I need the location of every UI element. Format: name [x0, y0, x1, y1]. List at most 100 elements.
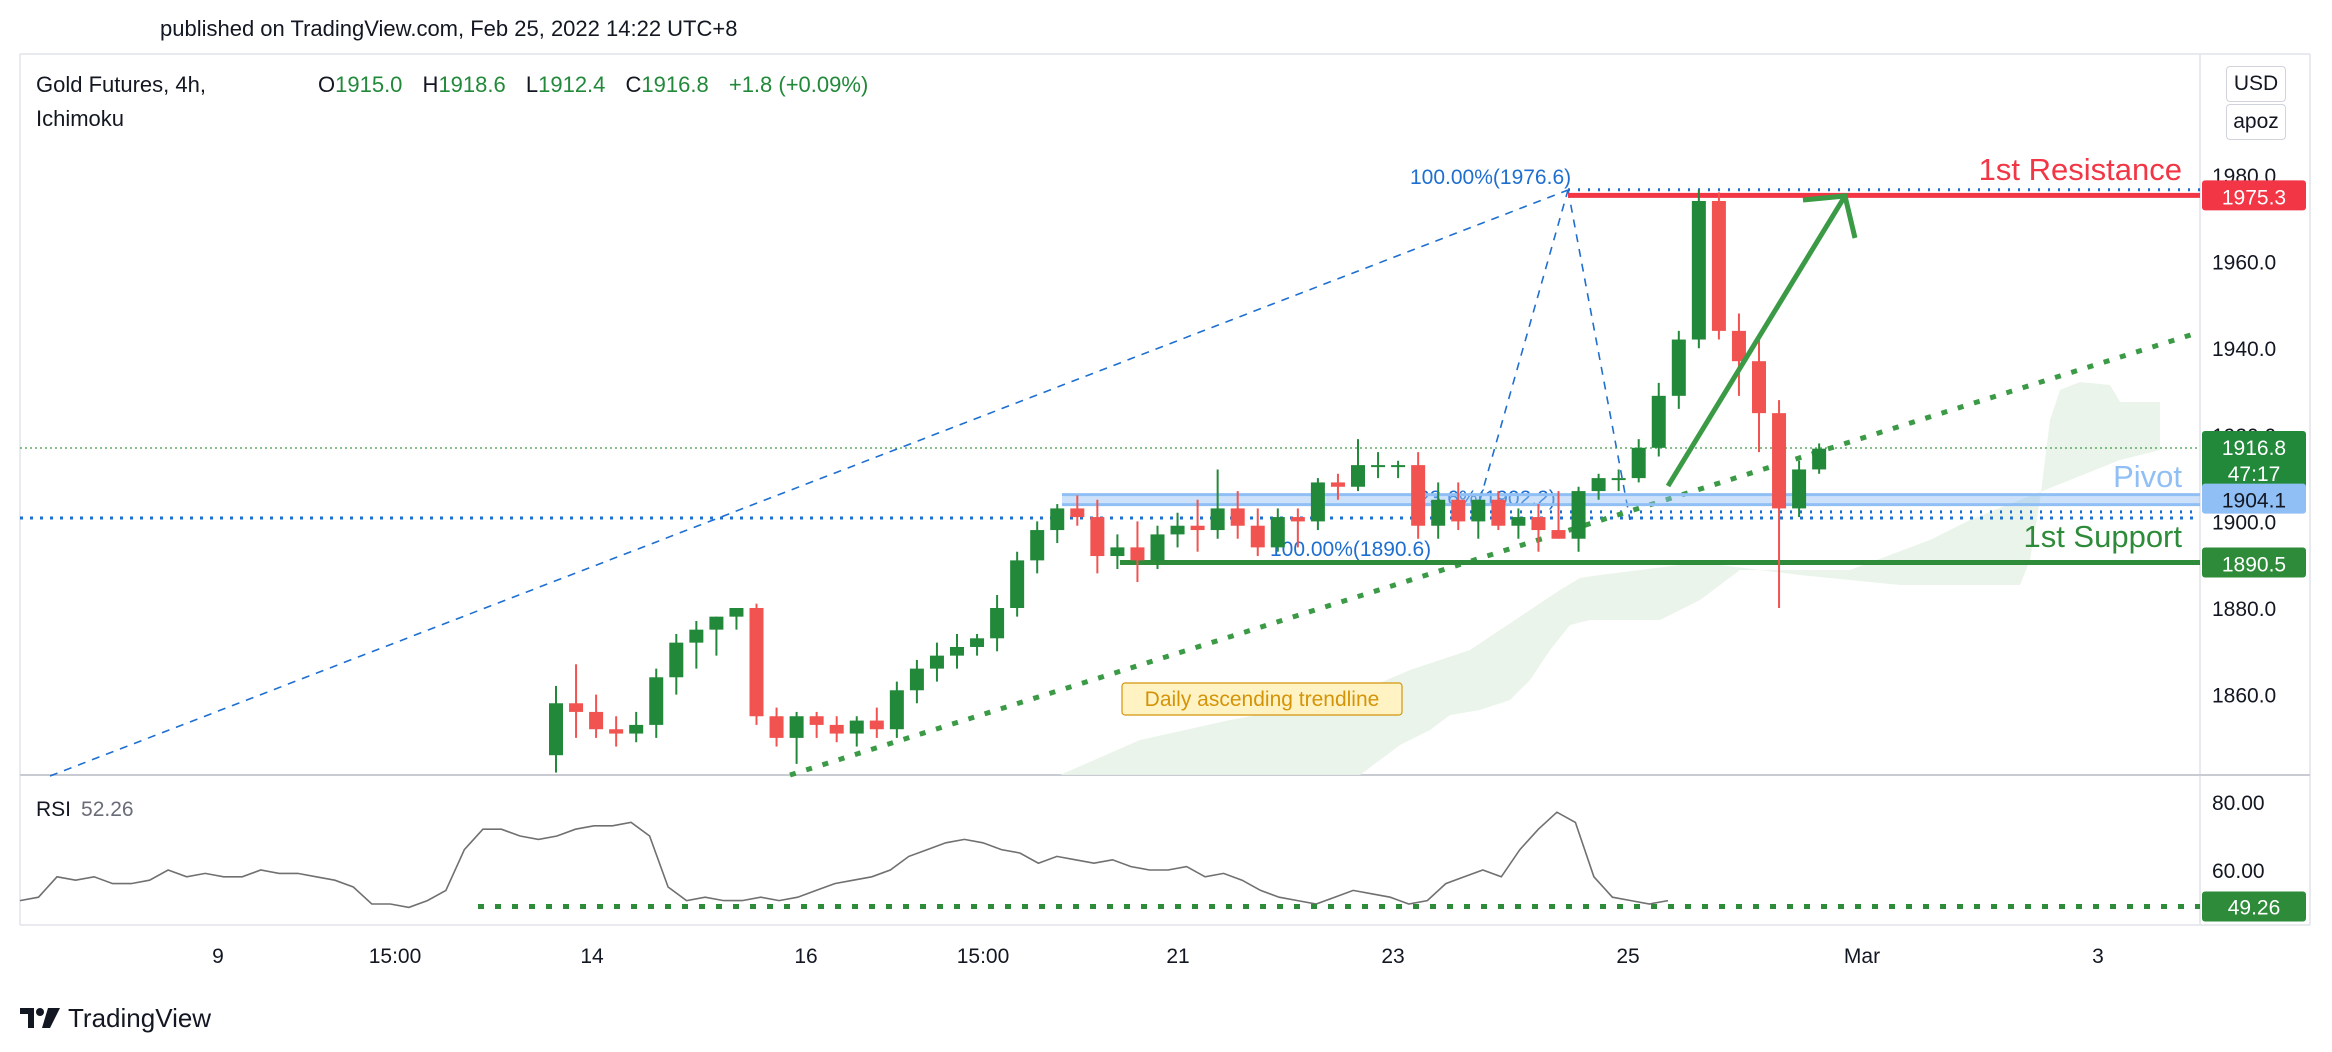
time-tick: 16 [794, 945, 817, 968]
price-tick: 1880.0 [2212, 598, 2276, 621]
annotation-text: Daily ascending trendline [1145, 688, 1380, 711]
rsi-pane: 80.00 60.00 49.26 [19, 792, 2306, 922]
candle-body [1190, 525, 1205, 531]
rsi-line [19, 811, 1669, 909]
candle-body [1310, 482, 1325, 522]
tradingview-brand[interactable]: TradingView [20, 1000, 211, 1036]
time-tick: 25 [1616, 945, 1639, 968]
tradingview-logo-icon [20, 1008, 60, 1028]
candle-body [689, 629, 704, 643]
candle-body [729, 608, 744, 617]
pivot-band [1062, 494, 2200, 505]
price-axis[interactable]: 1980.01960.01940.01920.01900.01880.01860… [2202, 165, 2306, 708]
close-label: C [625, 72, 642, 97]
candle-body [629, 724, 644, 734]
fib-diagonal [49, 189, 1569, 777]
time-tick: 3 [2092, 945, 2104, 968]
candle-body [1471, 499, 1486, 522]
level-lines [1062, 192, 2200, 566]
candle-body [849, 720, 864, 734]
candle-body [569, 703, 584, 712]
candle-body [1451, 499, 1466, 522]
published-note: published on TradingView.com, Feb 25, 20… [160, 16, 738, 41]
current-price-tag-bg [2202, 431, 2306, 489]
candle-body [1691, 200, 1706, 340]
price-tick: 1960.0 [2212, 252, 2276, 275]
time-tick: 15:00 [369, 945, 422, 968]
open-value: 1915.0 [335, 72, 403, 97]
candle-body [1030, 530, 1045, 561]
current-price-tag: 47:17 [2228, 463, 2281, 486]
pivot-price-tag-bg [2202, 483, 2306, 514]
fibonacci-drawing: 100.00%(1976.6)23.6%(1902.2)100.00%(1890… [20, 166, 2200, 777]
rsi-level-tag: 49.26 [2228, 897, 2281, 920]
price-tick: 1940.0 [2212, 338, 2276, 361]
candle-body [769, 716, 784, 738]
cloud-shape [1060, 382, 2160, 775]
scale-mode-button[interactable]: apoz [2226, 104, 2286, 140]
candle-body [1050, 508, 1065, 531]
fib-label-bottom: 100.00%(1890.6) [1270, 538, 1431, 561]
candle-body [1551, 530, 1566, 539]
candle-body [1731, 330, 1746, 362]
rsi-label: RSI [36, 798, 72, 821]
currency-button[interactable]: USD [2226, 66, 2286, 102]
candle-body [889, 690, 904, 730]
candle-body [1150, 534, 1165, 561]
candle-body [1391, 465, 1406, 468]
candle-body [1230, 508, 1245, 526]
pivot-label: Pivot [2113, 459, 2182, 494]
candle-body [1250, 525, 1265, 548]
ohlc-readout: O1915.0 H1918.6 L1912.4 C1916.8 +1.8 (+0… [318, 72, 882, 98]
annotation-box [1121, 682, 1403, 716]
low-label: L [525, 72, 539, 97]
candle-body [1130, 547, 1145, 561]
rsi-legend[interactable]: RSI 52.26 [36, 798, 134, 822]
support-label: 1st Support [2023, 519, 2182, 554]
candle-body [1571, 491, 1586, 539]
arrow-shaft [1665, 194, 1848, 488]
candle-body [970, 638, 985, 647]
candle-body [1411, 465, 1426, 526]
candle-body [1010, 560, 1025, 608]
candle-body [1170, 525, 1185, 535]
resistance-label: 1st Resistance [1979, 152, 2182, 187]
support-price-tag-bg [2202, 547, 2306, 578]
candle-body [829, 724, 844, 734]
support-price-tag: 1890.5 [2222, 554, 2286, 577]
rsi-tick: 60.00 [2212, 860, 2265, 883]
price-tick: 1900.0 [2212, 511, 2276, 534]
candle-body [1491, 499, 1506, 526]
candle-body [1090, 517, 1105, 557]
candle-body [1812, 448, 1827, 470]
candle-body [1351, 465, 1365, 487]
candle-body [789, 716, 804, 738]
price-tick: 1860.0 [2212, 685, 2276, 708]
candle-body [1531, 517, 1546, 531]
ichimoku-cloud [1060, 382, 2160, 775]
candles [549, 189, 1827, 773]
candle-body [709, 616, 724, 630]
candle-body [1792, 469, 1807, 509]
candle-body [1591, 478, 1606, 492]
candle-body [990, 608, 1005, 639]
time-axis[interactable]: 9 15:00 14 16 15:00 21 23 25 Mar 3 [212, 945, 2104, 968]
pivot-price-tag: 1904.1 [2222, 490, 2286, 513]
candle-body [649, 677, 664, 725]
indicator-name[interactable]: Ichimoku [36, 106, 125, 131]
symbol-title[interactable]: Gold Futures, 4h, [36, 72, 206, 97]
rsi-value: 52.26 [81, 798, 134, 821]
candle-body [1371, 465, 1386, 468]
time-tick: 14 [580, 945, 604, 968]
chart-frame [19, 53, 2311, 926]
candle-body [1772, 413, 1787, 509]
candle-body [589, 711, 604, 730]
fib-leg-1 [1479, 189, 1569, 501]
time-tick: 21 [1166, 945, 1189, 968]
candle-body [1611, 478, 1626, 481]
candle-body [1511, 517, 1526, 526]
resistance-price-tag: 1975.3 [2222, 186, 2286, 209]
high-label: H [422, 72, 439, 97]
rsi-tick: 80.00 [2212, 792, 2265, 815]
